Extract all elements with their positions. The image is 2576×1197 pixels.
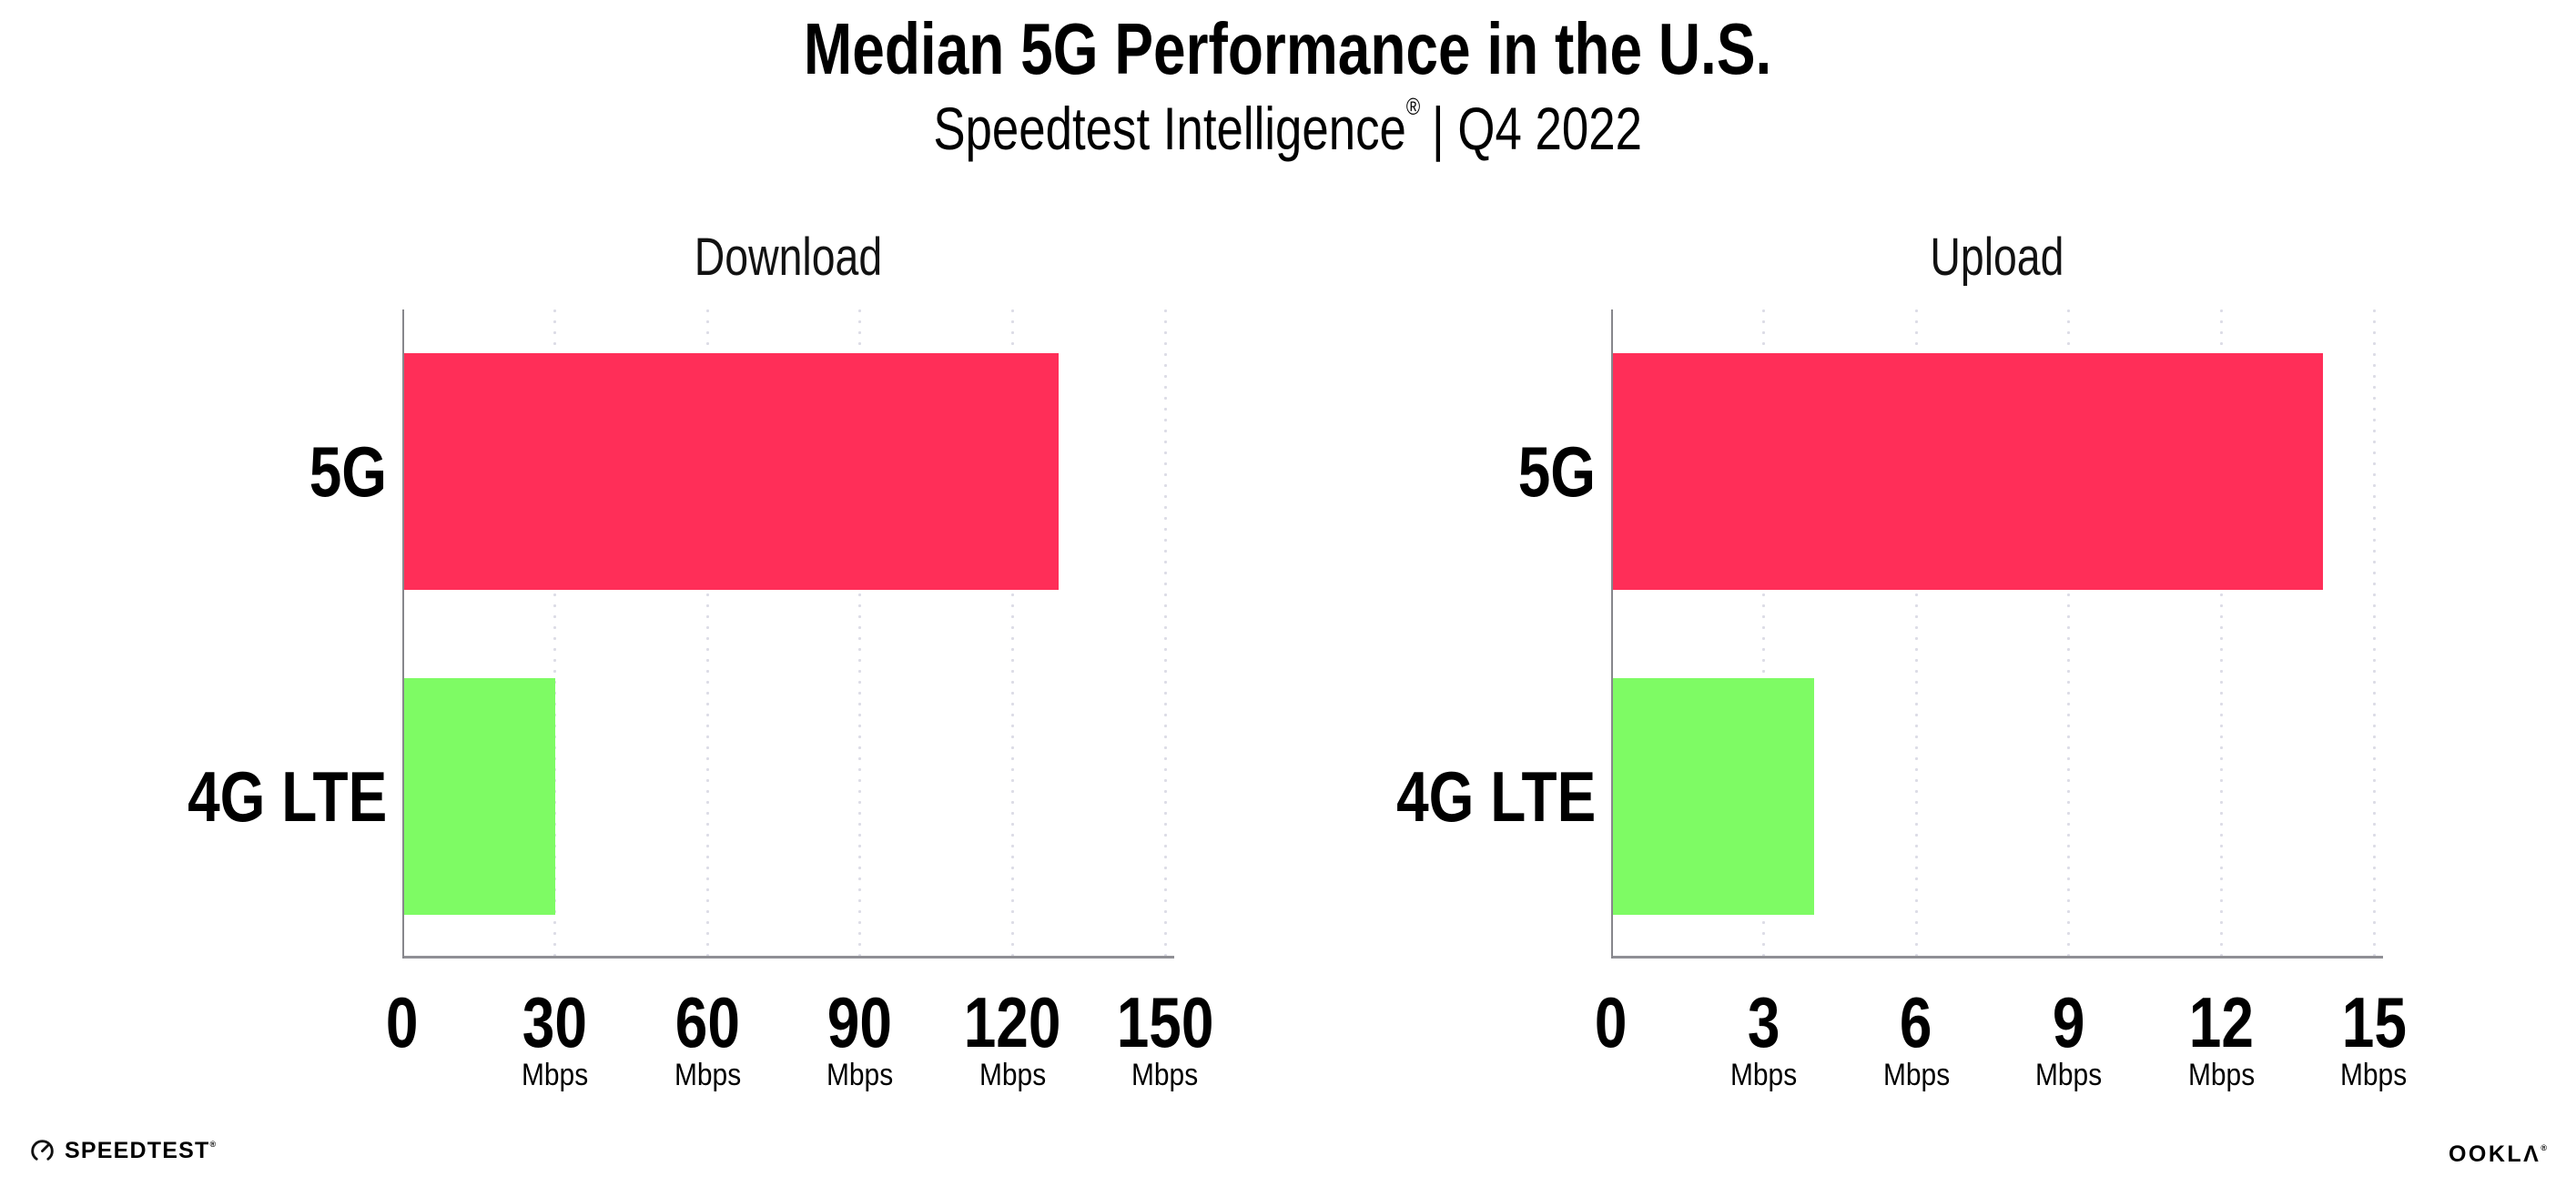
x-axis-line (402, 956, 1174, 959)
x-tick-value: 0 (1595, 982, 1628, 1062)
gridline-150 (1163, 309, 1167, 959)
category-label-5g: 5G (0, 353, 387, 590)
page-title-text: Median 5G Performance in the U.S. (804, 8, 1772, 89)
upload-chart-title: Upload (1611, 231, 2383, 284)
upload-category-labels: 5G 4G LTE (1209, 309, 1596, 959)
gridline-3 (1762, 309, 1766, 959)
x-tick-value: 15 (2341, 982, 2407, 1062)
x-tick-unit: Mbps (1730, 1058, 1798, 1092)
category-label-text: 4G LTE (1395, 756, 1596, 837)
x-tick-value: 3 (1747, 982, 1780, 1062)
gridline-60 (705, 309, 709, 959)
x-tick-9: 9 Mbps (1978, 987, 2160, 1090)
speedtest-wordmark: SPEEDTEST® (65, 1138, 217, 1163)
x-tick-150: 150 Mbps (1074, 987, 1256, 1090)
ookla-wordmark: OOKLΛ® (2448, 1141, 2547, 1167)
download-x-axis: 0 30 Mbps 60 Mbps 90 Mbps 120 Mbps 150 Mbps (386, 987, 1213, 1114)
x-tick-3: 3 Mbps (1673, 987, 1855, 1090)
ookla-registered-icon: ® (2541, 1143, 2547, 1152)
ookla-logo: OOKLΛ® (2449, 1143, 2547, 1166)
x-tick-value: 9 (2052, 982, 2085, 1062)
gridline-30 (553, 309, 557, 959)
x-tick-value: 30 (522, 982, 588, 1062)
gridline-120 (1010, 309, 1014, 959)
x-tick-value: 60 (674, 982, 740, 1062)
gridline-90 (858, 309, 862, 959)
gridline-15 (2372, 309, 2376, 959)
gauge-icon (31, 1140, 54, 1162)
x-tick-unit: Mbps (522, 1058, 589, 1092)
x-tick-15: 15 Mbps (2283, 987, 2465, 1090)
category-label-text: 4G LTE (187, 756, 387, 837)
category-label-text: 5G (309, 431, 387, 512)
x-tick-30: 30 Mbps (464, 987, 646, 1090)
bar-5g (402, 353, 1059, 590)
page-subtitle: Speedtest Intelligence® | Q4 2022 (0, 95, 2576, 158)
x-tick-6: 6 Mbps (1825, 987, 2007, 1090)
x-tick-unit: Mbps (2035, 1058, 2103, 1092)
x-tick-unit: Mbps (1882, 1058, 1950, 1092)
category-label-4g-lte: 4G LTE (0, 678, 387, 915)
x-tick-unit: Mbps (674, 1058, 741, 1092)
subtitle-brand: Speedtest Intelligence (933, 95, 1407, 162)
x-tick-unit: Mbps (979, 1058, 1046, 1092)
upload-chart-title-text: Upload (1930, 228, 2064, 287)
x-tick-unit: Mbps (827, 1058, 894, 1092)
bar-4g-lte (402, 678, 555, 915)
x-tick-value: 150 (1116, 982, 1214, 1062)
x-tick-value: 6 (1900, 982, 1932, 1062)
x-tick-unit: Mbps (2187, 1058, 2255, 1092)
x-tick-60: 60 Mbps (616, 987, 798, 1090)
subtitle-period: | Q4 2022 (1432, 95, 1643, 162)
x-tick-12: 12 Mbps (2130, 987, 2312, 1090)
page-subtitle-text: Speedtest Intelligence® | Q4 2022 (934, 95, 1643, 158)
download-category-labels: 5G 4G LTE (0, 309, 387, 959)
gridline-9 (2067, 309, 2071, 959)
x-tick-0: 0 (1520, 987, 1702, 1058)
upload-x-axis: 0 3 Mbps 6 Mbps 9 Mbps 12 Mbps 15 Mbps (1595, 987, 2407, 1114)
x-axis-line (1611, 956, 2383, 959)
category-label-5g: 5G (1209, 353, 1596, 590)
download-chart-title-text: Download (694, 228, 883, 287)
y-axis-line (1611, 309, 1613, 959)
x-tick-value: 90 (827, 982, 893, 1062)
x-tick-0: 0 (311, 987, 493, 1058)
x-tick-90: 90 Mbps (769, 987, 951, 1090)
y-axis-line (402, 309, 404, 959)
speedtest-registered-icon: ® (209, 1140, 217, 1149)
x-tick-120: 120 Mbps (921, 987, 1103, 1090)
bar-4g-lte (1611, 678, 1815, 915)
x-tick-value: 0 (386, 982, 419, 1062)
upload-plot-area (1611, 309, 2383, 959)
speedtest-logo: SPEEDTEST® (30, 1139, 216, 1163)
x-tick-unit: Mbps (1131, 1058, 1199, 1092)
page-title: Median 5G Performance in the U.S. (0, 13, 2576, 86)
x-tick-value: 12 (2188, 982, 2254, 1062)
gridline-12 (2219, 309, 2223, 959)
x-tick-unit: Mbps (2340, 1058, 2408, 1092)
x-tick-value: 120 (964, 982, 1061, 1062)
download-plot-area (402, 309, 1174, 959)
bar-5g (1611, 353, 2324, 590)
gridline-6 (1914, 309, 1918, 959)
registered-mark-icon: ® (1406, 93, 1421, 120)
category-label-text: 5G (1517, 431, 1596, 512)
download-chart-title: Download (402, 231, 1174, 284)
category-label-4g-lte: 4G LTE (1209, 678, 1596, 915)
